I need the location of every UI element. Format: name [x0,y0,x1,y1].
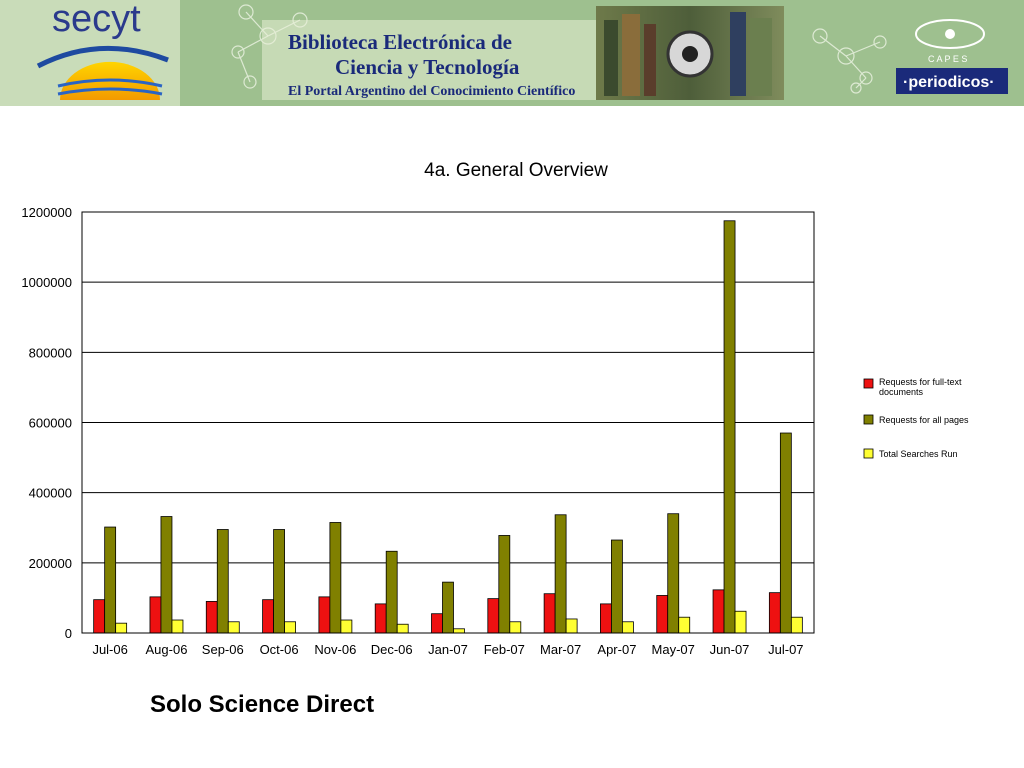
bar [790,616,803,634]
x-tick-label: Apr-07 [597,642,636,657]
bar [374,603,387,634]
bar [565,618,578,634]
bar [273,529,285,634]
secyt-logo: secyt [36,0,169,100]
bar [723,220,736,634]
y-tick-label: 1000000 [21,275,72,290]
x-tick-label: Oct-06 [260,642,299,657]
books-spines [604,12,772,96]
bar [115,622,128,634]
x-tick-label: Nov-06 [314,642,356,657]
chart-bars [93,220,803,634]
banner-title-line2: Ciencia y Tecnología [335,55,520,79]
bar [554,514,567,634]
bar [171,619,184,634]
bar [93,599,106,634]
legend-swatch [863,414,874,425]
legend-swatch [863,448,874,459]
bar [318,596,331,634]
x-tick-label: May-07 [652,642,695,657]
bar [768,592,781,634]
capes-label: C A P E S [928,54,967,64]
bar [712,589,725,634]
bar [149,596,162,634]
bar [622,621,634,634]
bar [262,599,274,634]
bar [227,621,240,634]
legend-label: Requests for full-text documents [879,377,962,397]
x-tick-label: Jun-07 [710,642,750,657]
banner-subtitle: El Portal Argentino del Conocimiento Cie… [288,84,575,99]
bar [396,623,409,634]
bar [543,593,556,634]
x-tick-label: Sep-06 [202,642,244,657]
x-tick-label: Jul-06 [92,642,127,657]
legend-swatch [863,378,874,389]
x-tick-label: Feb-07 [484,642,525,657]
y-tick-label: 0 [65,626,72,641]
bar [431,613,443,634]
bar [678,616,691,634]
x-tick-label: Mar-07 [540,642,581,657]
banner-graphic: secyt Biblioteca Electrónica [0,0,1024,106]
chart-legend: Requests for full-text documents Requests … [863,377,969,459]
x-tick-label: Jul-07 [768,642,803,657]
bar [487,598,500,634]
bar [205,601,218,634]
bar [340,619,353,634]
x-tick-label: Jan-07 [428,642,468,657]
periodicos-badge[interactable] [896,68,1008,94]
periodicos-label: ·periodicos· [903,74,995,91]
bar [216,529,229,634]
x-tick-label: Aug-06 [146,642,188,657]
chart-title: 4a. General Overview [424,160,608,181]
y-tick-label: 200000 [29,556,72,571]
banner-title-line1: Biblioteca Electrónica de [288,30,512,54]
bar [734,610,747,634]
legend-label: Requests for all pages [879,415,969,425]
header-banner: secyt Biblioteca Electrónica [0,0,1024,106]
bar [284,621,296,634]
logo-text: secyt [52,0,141,40]
bar [385,550,398,634]
y-tick-label: 1200000 [21,205,72,220]
x-tick-label: Dec-06 [371,642,413,657]
caption-text: Solo Science Direct [150,691,375,718]
bar [498,535,511,634]
y-tick-label: 400000 [29,486,72,501]
bar [667,513,680,634]
bar [442,581,454,634]
bar [329,522,342,634]
legend-label: Total Searches Run [879,449,958,459]
y-tick-label: 800000 [29,345,72,360]
capes-logo: C A P E S [915,19,985,64]
y-tick-label: 600000 [29,416,72,431]
bar [656,595,669,634]
bar [600,603,612,634]
bar [779,432,792,634]
y-axis-ticks: 0 200000 400000 600000 800000 1000000 1200000 [21,205,72,641]
plot-frame [81,211,815,634]
bar [453,628,465,634]
bar [611,539,623,634]
bar [104,526,117,634]
x-axis-ticks: Jul-06 Aug-06 Sep-06 Oct-06 Nov-06 Dec-06 Jan-… [92,642,803,657]
bar [509,621,522,634]
general-overview-chart: 4a. General Overview 0 200000 400000 600000… [21,160,969,657]
bar [160,516,173,634]
title-panel [262,20,602,100]
chart-gridlines [82,281,814,564]
